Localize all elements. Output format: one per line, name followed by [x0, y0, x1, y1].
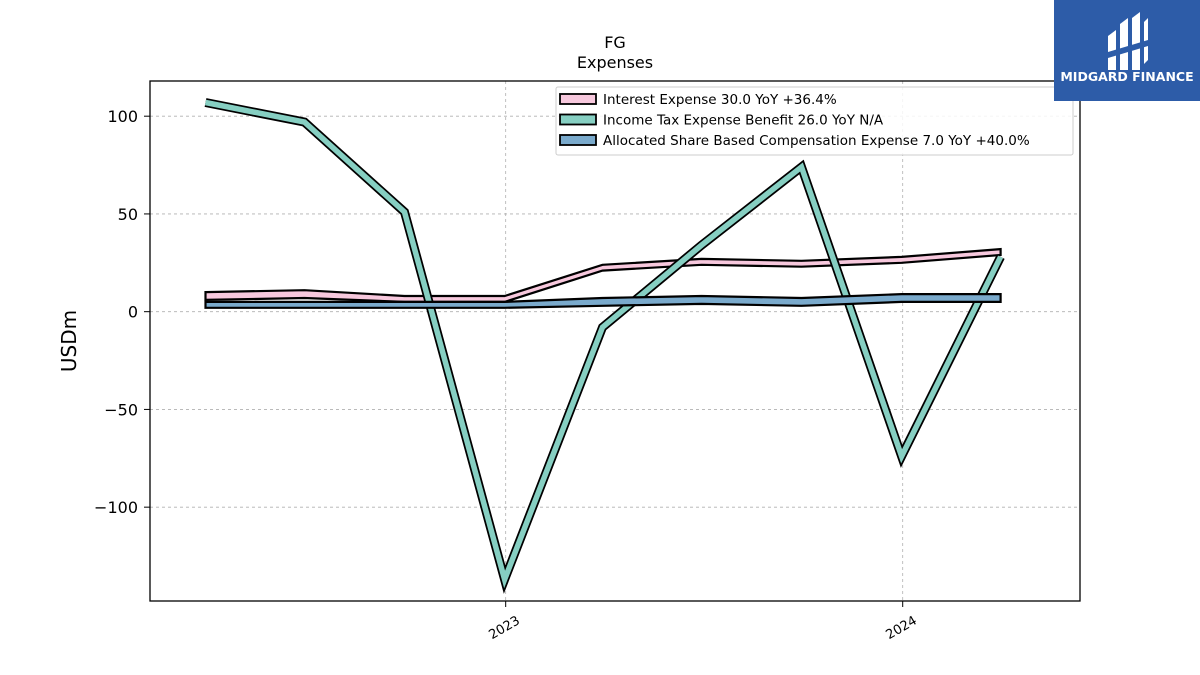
- legend-swatch: [559, 93, 597, 105]
- legend: Interest Expense 30.0 YoY +36.4% Income T…: [555, 86, 1074, 156]
- x-tick-label: 2023: [487, 613, 523, 643]
- logo-text: MIDGARD FINANCE: [1060, 69, 1193, 84]
- legend-label: Allocated Share Based Compensation Expen…: [603, 133, 1030, 149]
- y-axis-label: USDm: [57, 310, 81, 372]
- grid: [150, 81, 1080, 601]
- series-income-tax-expense-benefit: [204, 99, 1004, 589]
- legend-label: Income Tax Expense Benefit 26.0 YoY N/A: [603, 113, 884, 129]
- x-tick-label: 2024: [884, 613, 920, 643]
- legend-label: Interest Expense 30.0 YoY +36.4%: [603, 92, 837, 108]
- y-tick-label: −100: [94, 498, 138, 517]
- legend-frame: [555, 86, 1074, 156]
- y-axis: 100 50 0 −50 −100: [94, 107, 150, 517]
- x-axis: 2023 2024: [487, 601, 920, 643]
- series-layer: [204, 98, 1005, 594]
- legend-swatch: [559, 134, 597, 146]
- chart-title: FG: [604, 33, 626, 52]
- y-tick-label: 0: [128, 303, 138, 322]
- plot-frame: [149, 80, 1081, 602]
- y-tick-label: 100: [107, 107, 138, 126]
- brand-logo: MIDGARD FINANCE: [1054, 0, 1200, 101]
- y-tick-label: −50: [104, 400, 138, 419]
- logo-mark-icon: [1108, 12, 1148, 70]
- y-tick-label: 50: [118, 205, 138, 224]
- series-allocated-share-based-compensation: [204, 293, 1002, 309]
- series-income-tax-expense-benefit-outline: [204, 98, 1005, 594]
- legend-swatch: [559, 113, 597, 126]
- chart-subtitle: Expenses: [577, 53, 653, 72]
